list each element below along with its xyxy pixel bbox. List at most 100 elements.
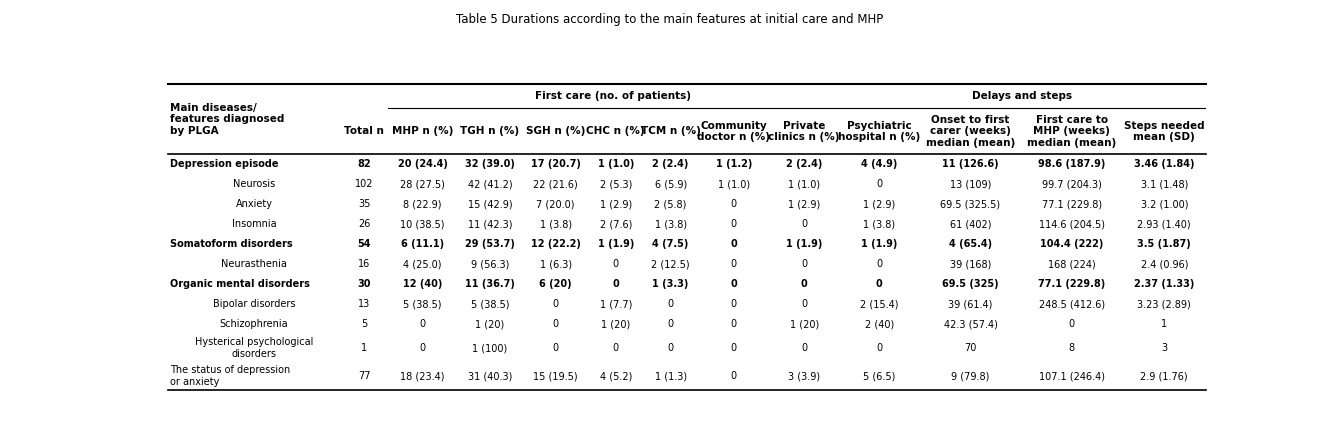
Text: 15 (19.5): 15 (19.5)	[533, 371, 578, 381]
Text: 1: 1	[1162, 319, 1167, 329]
Text: 0: 0	[730, 219, 737, 229]
Text: 54: 54	[358, 239, 371, 249]
Text: 69.5 (325.5): 69.5 (325.5)	[941, 199, 1001, 209]
Text: 102: 102	[355, 179, 374, 189]
Text: 77: 77	[358, 371, 370, 381]
Text: 69.5 (325): 69.5 (325)	[942, 279, 998, 289]
Text: 12 (22.2): 12 (22.2)	[531, 239, 580, 249]
Text: 2 (12.5): 2 (12.5)	[651, 259, 690, 269]
Text: 11 (36.7): 11 (36.7)	[465, 279, 515, 289]
Text: Delays and steps: Delays and steps	[973, 91, 1072, 101]
Text: 2.4 (0.96): 2.4 (0.96)	[1140, 259, 1189, 269]
Text: 0: 0	[801, 259, 807, 269]
Text: 0: 0	[552, 299, 559, 309]
Text: 0: 0	[419, 343, 426, 353]
Text: 0: 0	[730, 299, 737, 309]
Text: 9 (79.8): 9 (79.8)	[951, 371, 990, 381]
Text: 0: 0	[801, 343, 807, 353]
Text: 42 (41.2): 42 (41.2)	[468, 179, 512, 189]
Text: Neurasthenia: Neurasthenia	[221, 259, 287, 269]
Text: 0: 0	[801, 219, 807, 229]
Text: 13: 13	[358, 299, 370, 309]
Text: Insomnia: Insomnia	[232, 219, 276, 229]
Text: Anxiety: Anxiety	[236, 199, 272, 209]
Text: 0: 0	[612, 259, 619, 269]
Text: Private
clinics n (%): Private clinics n (%)	[768, 120, 840, 142]
Text: 168 (224): 168 (224)	[1048, 259, 1096, 269]
Text: 1 (1.3): 1 (1.3)	[655, 371, 686, 381]
Text: Community
doctor n (%): Community doctor n (%)	[697, 120, 770, 142]
Text: 11 (42.3): 11 (42.3)	[468, 219, 512, 229]
Text: 31 (40.3): 31 (40.3)	[468, 371, 512, 381]
Text: 77.1 (229.8): 77.1 (229.8)	[1038, 279, 1106, 289]
Text: Psychiatric
hospital n (%): Psychiatric hospital n (%)	[839, 120, 921, 142]
Text: 10 (38.5): 10 (38.5)	[401, 219, 445, 229]
Text: 0: 0	[552, 319, 559, 329]
Text: Somatoform disorders: Somatoform disorders	[170, 239, 292, 249]
Text: 1 (7.7): 1 (7.7)	[599, 299, 632, 309]
Text: 0: 0	[612, 343, 619, 353]
Text: 4 (7.5): 4 (7.5)	[653, 239, 689, 249]
Text: 61 (402): 61 (402)	[950, 219, 992, 229]
Text: 1 (1.0): 1 (1.0)	[718, 179, 750, 189]
Text: 17 (20.7): 17 (20.7)	[531, 159, 580, 169]
Text: MHP n (%): MHP n (%)	[393, 126, 453, 136]
Text: 8: 8	[1069, 343, 1075, 353]
Text: 99.7 (204.3): 99.7 (204.3)	[1043, 179, 1101, 189]
Text: 0: 0	[876, 343, 882, 353]
Text: 1 (20): 1 (20)	[789, 319, 819, 329]
Text: 0: 0	[419, 319, 426, 329]
Text: 42.3 (57.4): 42.3 (57.4)	[943, 319, 997, 329]
Text: 15 (42.9): 15 (42.9)	[468, 199, 512, 209]
Text: 3 (3.9): 3 (3.9)	[788, 371, 820, 381]
Text: 39 (168): 39 (168)	[950, 259, 992, 269]
Text: 7 (20.0): 7 (20.0)	[536, 199, 575, 209]
Text: The status of depression
or anxiety: The status of depression or anxiety	[170, 365, 289, 387]
Text: 98.6 (187.9): 98.6 (187.9)	[1038, 159, 1106, 169]
Text: 3.1 (1.48): 3.1 (1.48)	[1140, 179, 1189, 189]
Text: 0: 0	[1069, 319, 1075, 329]
Text: 5 (38.5): 5 (38.5)	[470, 299, 509, 309]
Text: 4 (4.9): 4 (4.9)	[862, 159, 898, 169]
Text: 0: 0	[730, 371, 737, 381]
Text: 35: 35	[358, 199, 370, 209]
Text: 1 (20): 1 (20)	[476, 319, 505, 329]
Text: 1 (6.3): 1 (6.3)	[540, 259, 572, 269]
Text: 11 (126.6): 11 (126.6)	[942, 159, 998, 169]
Text: 0: 0	[667, 319, 674, 329]
Text: First care (no. of patients): First care (no. of patients)	[536, 91, 691, 101]
Text: 1 (3.8): 1 (3.8)	[540, 219, 572, 229]
Text: 104.4 (222): 104.4 (222)	[1040, 239, 1104, 249]
Text: Neurosis: Neurosis	[233, 179, 275, 189]
Text: 4 (25.0): 4 (25.0)	[403, 259, 442, 269]
Text: 5: 5	[360, 319, 367, 329]
Text: 1 (2.9): 1 (2.9)	[600, 199, 632, 209]
Text: 4 (65.4): 4 (65.4)	[949, 239, 992, 249]
Text: 16: 16	[358, 259, 370, 269]
Text: 0: 0	[876, 179, 882, 189]
Text: 6 (20): 6 (20)	[539, 279, 572, 289]
Text: 3.46 (1.84): 3.46 (1.84)	[1134, 159, 1194, 169]
Text: 6 (5.9): 6 (5.9)	[654, 179, 687, 189]
Text: 0: 0	[801, 279, 808, 289]
Text: 0: 0	[552, 343, 559, 353]
Text: 18 (23.4): 18 (23.4)	[401, 371, 445, 381]
Text: 2 (2.4): 2 (2.4)	[653, 159, 689, 169]
Text: 0: 0	[612, 279, 619, 289]
Text: 13 (109): 13 (109)	[950, 179, 992, 189]
Text: 1 (1.9): 1 (1.9)	[787, 239, 823, 249]
Text: 26: 26	[358, 219, 370, 229]
Text: 2.9 (1.76): 2.9 (1.76)	[1140, 371, 1189, 381]
Text: 29 (53.7): 29 (53.7)	[465, 239, 515, 249]
Text: 2 (40): 2 (40)	[864, 319, 894, 329]
Text: 3.5 (1.87): 3.5 (1.87)	[1138, 239, 1191, 249]
Text: 22 (21.6): 22 (21.6)	[533, 179, 578, 189]
Text: 0: 0	[730, 279, 737, 289]
Text: Hysterical psychological
disorders: Hysterical psychological disorders	[194, 337, 314, 359]
Text: 1 (1.9): 1 (1.9)	[862, 239, 898, 249]
Text: 1 (1.0): 1 (1.0)	[598, 159, 634, 169]
Text: 107.1 (246.4): 107.1 (246.4)	[1038, 371, 1106, 381]
Text: 1 (2.9): 1 (2.9)	[788, 199, 820, 209]
Text: 2 (2.4): 2 (2.4)	[787, 159, 823, 169]
Text: CHC n (%): CHC n (%)	[587, 126, 645, 136]
